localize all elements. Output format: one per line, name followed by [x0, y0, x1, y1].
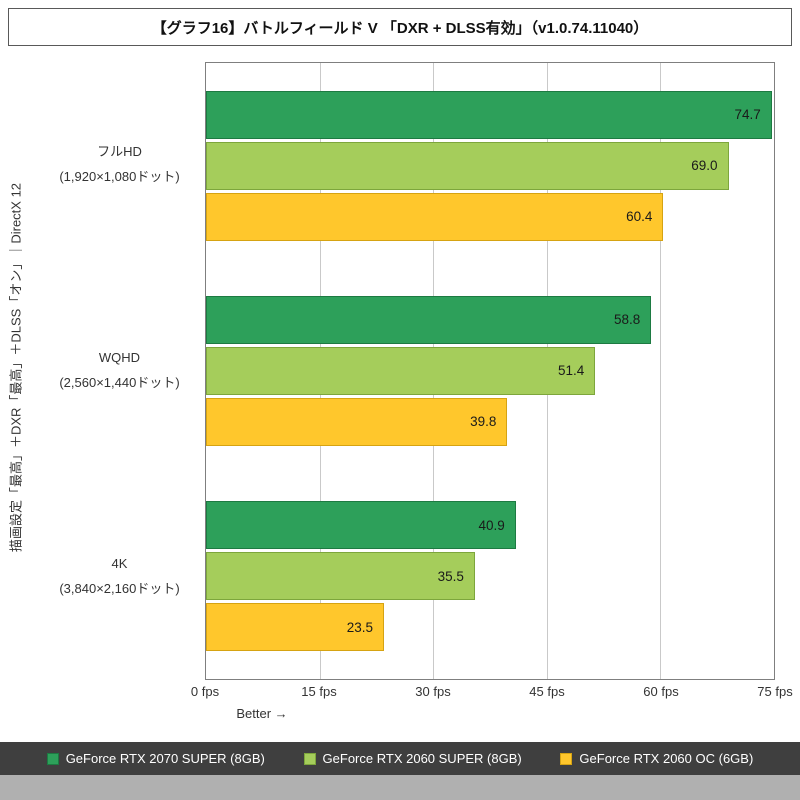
bar: 69.0: [206, 141, 729, 190]
category-resolution: (1,920×1,080ドット): [59, 169, 180, 184]
x-tick-label: 60 fps: [643, 684, 679, 699]
bar-value-label: 51.4: [557, 363, 585, 379]
bar-value-label: 74.7: [734, 107, 761, 123]
bar-value-label: 23.5: [346, 619, 373, 635]
bar: 58.8: [206, 295, 652, 344]
gridline: [660, 63, 662, 679]
legend-item: GeForce RTX 2060 OC (6GB): [560, 751, 753, 766]
bar-value-label: 69.0: [691, 158, 718, 174]
bar-value-label: 58.8: [614, 312, 641, 328]
x-tick-label: 0 fps: [190, 684, 220, 699]
bar-group: 40.9 35.5 23.5: [206, 474, 774, 679]
legend: GeForce RTX 2070 SUPER (8GB) GeForce RTX …: [0, 742, 800, 775]
bar-value-label: 39.8: [470, 414, 497, 430]
category-name: WQHD: [98, 350, 141, 366]
bar: 39.8: [206, 397, 508, 446]
category-label: フルHD (1,920×1,080ドット): [0, 62, 205, 268]
category-name: フルHD: [97, 144, 142, 160]
category-label-column: 描画設定「最高」＋DXR「最高」＋DLSS「オン」｜DirectX 12 フルH…: [0, 62, 205, 680]
y-axis-title: 描画設定「最高」＋DXR「最高」＋DLSS「オン」｜DirectX 12: [8, 182, 24, 553]
x-tick-label: 75 fps: [757, 684, 793, 699]
category-resolution: (3,840×2,160ドット): [59, 581, 180, 596]
legend-series-name: GeForce RTX 2060 SUPER (8GB): [322, 751, 522, 766]
footer-strip: [0, 775, 800, 800]
bar-value-label: 35.5: [437, 568, 464, 584]
legend-swatch: [303, 752, 316, 765]
bar: 74.7: [206, 90, 772, 139]
legend-item: GeForce RTX 2060 SUPER (8GB): [303, 751, 522, 766]
bar-value-label: 40.9: [478, 517, 505, 533]
bar: 35.5: [206, 552, 475, 601]
bar: 60.4: [206, 192, 664, 241]
legend-series-name: GeForce RTX 2070 SUPER (8GB): [65, 751, 265, 766]
category-label: WQHD (2,560×1,440ドット): [0, 268, 205, 474]
bar: 51.4: [206, 346, 596, 395]
legend-item: GeForce RTX 2070 SUPER (8GB): [46, 751, 265, 766]
x-tick-label: 30 fps: [415, 684, 451, 699]
x-tick-label: 15 fps: [301, 684, 337, 699]
legend-series-name: GeForce RTX 2060 OC (6GB): [579, 751, 754, 766]
plot-area: 74.7 69.0 60.4 58.8 51.4 39.8 40.9 35.5 23.5: [205, 62, 775, 680]
bar-group: 74.7 69.0 60.4: [206, 63, 774, 268]
category-label: 4K (3,840×2,160ドット): [0, 474, 205, 680]
x-axis: 0 fps 15 fps 30 fps 45 fps 60 fps 75 fps: [191, 680, 793, 702]
bar-value-label: 60.4: [626, 209, 653, 225]
legend-swatch: [560, 752, 573, 765]
x-axis-caption-row: Better →: [205, 702, 775, 728]
legend-swatch: [46, 752, 59, 765]
bar: 23.5: [206, 603, 384, 652]
better-direction-label: Better →: [236, 706, 288, 721]
bar-group: 58.8 51.4 39.8: [206, 268, 774, 473]
chart-title: 【グラフ16】バトルフィールド V 「DXR + DLSS有効」（v1.0.74…: [8, 8, 792, 46]
bar: 40.9: [206, 501, 516, 550]
spacer: [0, 728, 800, 742]
category-resolution: (2,560×1,440ドット): [59, 375, 180, 390]
category-name: 4K: [111, 556, 128, 572]
chart-area: 描画設定「最高」＋DXR「最高」＋DLSS「オン」｜DirectX 12 フルH…: [0, 62, 800, 680]
x-tick-label: 45 fps: [529, 684, 565, 699]
